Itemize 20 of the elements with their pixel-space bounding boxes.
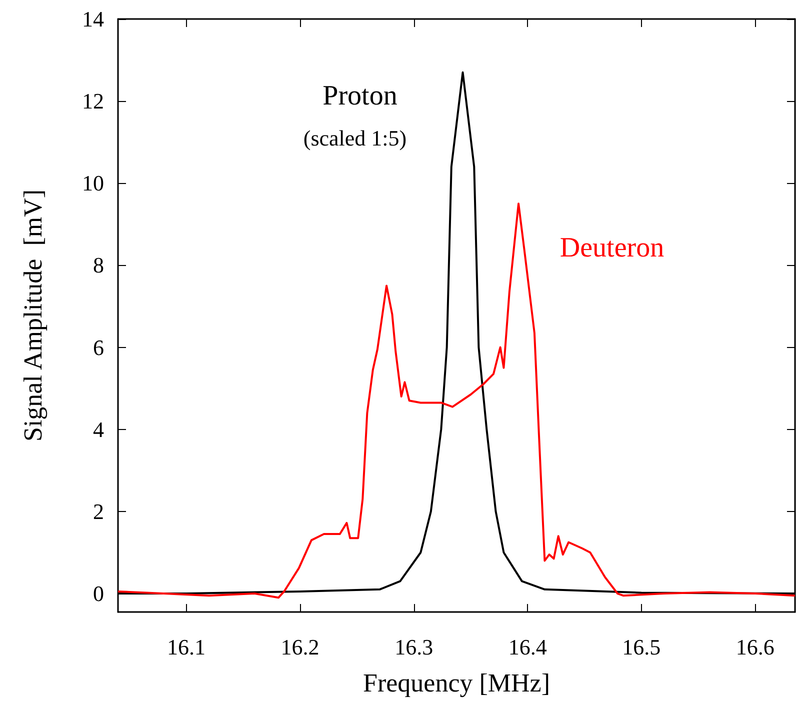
x-tick-label: 16.4 xyxy=(508,634,547,660)
line-series xyxy=(117,202,796,599)
y-tick-label: 6 xyxy=(93,334,104,360)
x-axis-title: Frequency [MHz] xyxy=(363,668,550,698)
x-tick-label: 16.5 xyxy=(622,634,661,660)
annotation: (scaled 1:5) xyxy=(303,126,407,150)
y-tick-label: 14 xyxy=(82,6,104,32)
y-tick-label: 0 xyxy=(93,581,104,606)
y-tick-label: 8 xyxy=(93,252,104,278)
y-axis-title: Signal Amplitude [mV] xyxy=(18,189,48,442)
y-tick-label: 12 xyxy=(82,88,104,114)
y-tick-label: 4 xyxy=(93,416,104,442)
x-tick-label: 16.6 xyxy=(736,634,774,660)
x-tick-label: 16.2 xyxy=(280,634,320,660)
text: Proton xyxy=(322,80,398,112)
x-tick-label: 16.3 xyxy=(394,634,434,660)
series-label: Deuteron xyxy=(560,232,664,264)
x-tick-label: 16.1 xyxy=(167,634,206,660)
y-tick-label: 10 xyxy=(82,170,104,196)
y-tick-label: 2 xyxy=(93,498,104,524)
